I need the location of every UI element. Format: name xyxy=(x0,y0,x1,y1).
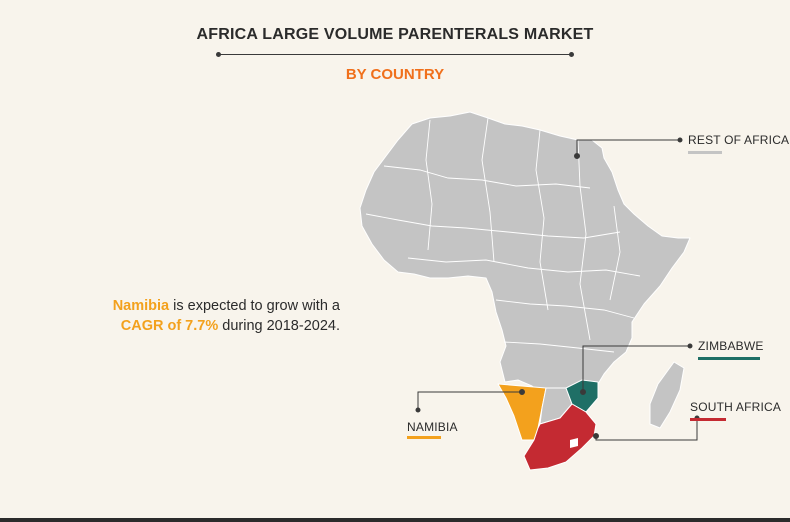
leader-south-africa xyxy=(595,418,698,441)
leader-end-zimbabwe xyxy=(687,343,693,349)
map-rest-of-africa xyxy=(359,111,691,429)
leader-dot-namibia xyxy=(519,389,525,395)
region-south-africa xyxy=(523,403,597,471)
insight-country: Namibia xyxy=(112,298,170,314)
insight-text-mid: is expected to grow with a xyxy=(169,298,340,314)
region-lesotho xyxy=(570,438,578,448)
region-madagascar xyxy=(649,361,685,429)
leader-end-rest-of-africa xyxy=(677,137,683,143)
border-line xyxy=(495,299,635,319)
title-divider xyxy=(216,52,574,57)
leader-end-namibia xyxy=(415,407,421,413)
region-rest-of-africa xyxy=(359,111,691,397)
label-zimbabwe: ZIMBABWE xyxy=(698,339,764,353)
insight-cagr: CAGR of 7.7% xyxy=(120,318,219,334)
border-line xyxy=(425,119,433,251)
border-line xyxy=(365,213,621,239)
border-line xyxy=(503,341,615,353)
insight-text-end: during 2018-2024. xyxy=(218,318,340,334)
leader-lines xyxy=(415,137,700,441)
border-line xyxy=(383,165,591,189)
underline-namibia xyxy=(407,436,441,439)
label-namibia: NAMIBIA xyxy=(407,420,458,434)
country-borders xyxy=(365,117,641,353)
label-south-africa: SOUTH AFRICA xyxy=(690,400,782,414)
leader-dot-rest-of-africa xyxy=(574,153,580,159)
border-line xyxy=(577,139,591,341)
leader-rest-of-africa xyxy=(576,139,680,156)
insight-text: Namibia is expected to grow with a CAGR … xyxy=(40,296,340,336)
label-rest-of-africa: REST OF AFRICA xyxy=(688,133,790,147)
leader-namibia xyxy=(417,391,522,410)
leader-zimbabwe xyxy=(582,345,690,392)
underline-zimbabwe xyxy=(698,357,760,360)
leader-dot-zimbabwe xyxy=(580,389,586,395)
bottom-border xyxy=(0,518,790,522)
border-line xyxy=(609,205,621,301)
chart-subtitle: BY COUNTRY xyxy=(345,66,445,83)
border-line xyxy=(481,117,495,263)
underline-south-africa xyxy=(690,418,726,421)
leader-dot-south-africa xyxy=(593,433,599,439)
border-line xyxy=(407,257,641,277)
border-line xyxy=(535,129,549,311)
underline-rest-of-africa xyxy=(688,151,722,154)
chart-title: AFRICA LARGE VOLUME PARENTERALS MARKET xyxy=(196,26,594,43)
